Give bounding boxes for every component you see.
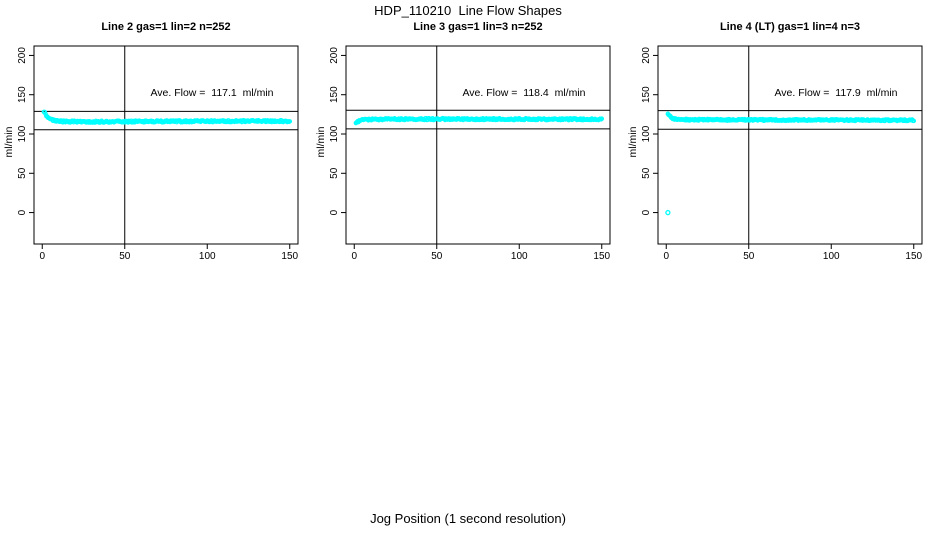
ave-flow-annotation: Ave. Flow = 117.9 ml/min (774, 87, 898, 99)
svg-text:150: 150 (281, 251, 298, 262)
svg-text:50: 50 (119, 251, 131, 262)
panel-line-3: Line 3 gas=1 lin=3 n=252 ml/min Ave. Flo… (312, 0, 624, 270)
svg-text:50: 50 (431, 251, 443, 262)
ave-flow-annotation: Ave. Flow = 117.1 ml/min (150, 87, 274, 99)
panel-title-line-2: Line 2 gas=1 lin=2 n=252 (101, 21, 231, 33)
svg-text:200: 200 (329, 47, 340, 64)
plot-area-line-2: 0 50 100 150 0 50 100 150 200 (17, 45, 299, 262)
svg-text:0: 0 (641, 209, 652, 215)
panel-title-line-3: Line 3 gas=1 lin=3 n=252 (413, 21, 543, 33)
svg-text:200: 200 (641, 47, 652, 64)
svg-text:150: 150 (905, 251, 922, 262)
svg-text:150: 150 (329, 86, 340, 103)
svg-text:100: 100 (17, 125, 28, 142)
svg-text:0: 0 (329, 209, 340, 215)
panel-line-2: Line 2 gas=1 lin=2 n=252 ml/min Ave. Flo… (0, 0, 312, 270)
main-title: HDP_110210 Line Flow Shapes (374, 3, 562, 18)
svg-text:0: 0 (39, 251, 45, 262)
svg-text:100: 100 (199, 251, 216, 262)
panel-line-4: Line 4 (LT) gas=1 lin=4 n=3 ml/min Ave. … (624, 0, 936, 270)
svg-text:50: 50 (17, 167, 28, 179)
svg-text:0: 0 (351, 251, 357, 262)
svg-text:0: 0 (17, 209, 28, 215)
ave-flow-annotation: Ave. Flow = 118.4 ml/min (462, 87, 586, 99)
svg-text:50: 50 (743, 251, 755, 262)
svg-text:150: 150 (17, 86, 28, 103)
svg-text:100: 100 (329, 125, 340, 142)
svg-text:50: 50 (641, 167, 652, 179)
plot-area-line-3: 0 50 100 150 0 50 100 150 200 (329, 45, 611, 262)
svg-text:100: 100 (823, 251, 840, 262)
svg-text:150: 150 (641, 86, 652, 103)
x-axis-label: Jog Position (1 second resolution) (370, 511, 566, 526)
svg-text:200: 200 (17, 47, 28, 64)
svg-text:50: 50 (329, 167, 340, 179)
svg-text:100: 100 (511, 251, 528, 262)
plot-area-line-4: 0 50 100 150 0 50 100 150 200 (641, 45, 923, 262)
panel-title-line-4: Line 4 (LT) gas=1 lin=4 n=3 (719, 21, 861, 33)
svg-text:0: 0 (663, 251, 669, 262)
svg-text:100: 100 (641, 125, 652, 142)
svg-text:150: 150 (593, 251, 610, 262)
